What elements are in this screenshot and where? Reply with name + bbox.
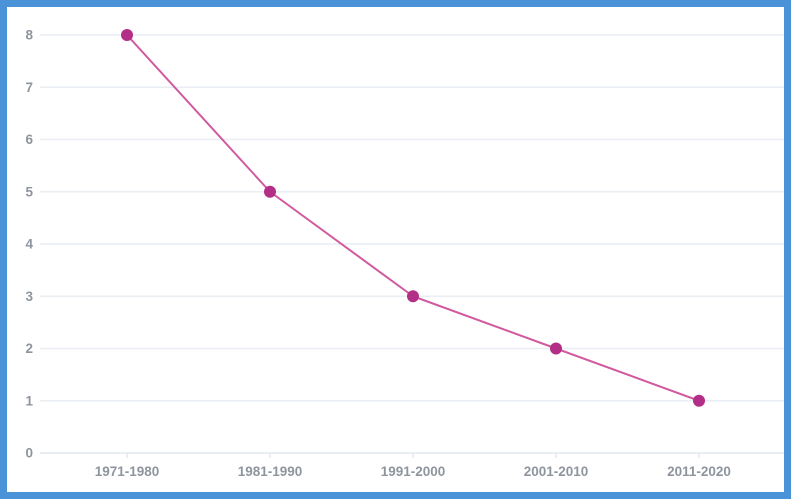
x-tick-label: 1981-1990	[238, 464, 303, 479]
x-tick-label: 1991-2000	[381, 464, 446, 479]
data-point	[121, 29, 133, 41]
y-tick-label: 8	[25, 28, 33, 43]
data-point	[693, 394, 705, 407]
y-tick-label: 4	[25, 237, 33, 252]
x-tick-label: 1971-1980	[95, 464, 160, 479]
x-tick-label: 2011-2020	[667, 464, 731, 479]
data-line	[126, 34, 700, 402]
y-tick-label: 7	[25, 80, 33, 95]
y-tick-label: 1	[25, 393, 33, 408]
data-point	[407, 290, 419, 303]
y-tick-label: 6	[25, 132, 33, 147]
data-point	[550, 342, 562, 355]
line-chart: 0 1 2 3 4 5 6 7 8 1971-1980 1981-1990 1991-2000 2001…	[25, 28, 784, 479]
x-tick-label: 2001-2010	[524, 464, 589, 479]
y-tick-label: 2	[25, 341, 33, 356]
y-tick-label: 3	[25, 289, 33, 304]
data-point	[264, 185, 276, 198]
y-tick-label: 0	[25, 446, 33, 461]
y-tick-label: 5	[25, 184, 33, 199]
